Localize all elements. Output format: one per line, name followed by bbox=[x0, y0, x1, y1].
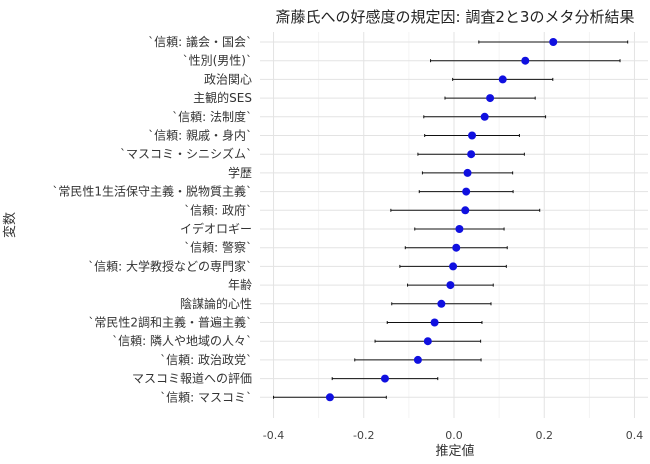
y-tick-label: `性別(男性)` bbox=[183, 54, 252, 68]
estimate-point bbox=[452, 243, 461, 252]
estimate-point bbox=[480, 112, 489, 121]
estimate-point bbox=[468, 131, 477, 140]
estimate-point bbox=[486, 94, 495, 103]
estimate-points bbox=[325, 38, 558, 402]
y-tick-label: `常民性2調和主義・普遍主義` bbox=[88, 315, 252, 330]
y-tick-label: `常民性1生活保守主義・脱物質主義` bbox=[52, 184, 252, 199]
x-tick-label: 0.4 bbox=[626, 429, 644, 442]
y-tick-label: マスコミ報道への評価 bbox=[132, 371, 252, 386]
estimate-point bbox=[462, 187, 471, 196]
estimate-point bbox=[325, 393, 334, 402]
estimate-point bbox=[498, 75, 507, 84]
x-axis-title: 推定値 bbox=[435, 443, 474, 459]
estimate-point bbox=[455, 225, 464, 233]
estimate-point bbox=[449, 262, 458, 271]
y-tick-label: `信頼: 法制度` bbox=[172, 109, 252, 124]
x-tick-label: -0.4 bbox=[263, 429, 284, 442]
x-tick-label: 0.2 bbox=[535, 429, 553, 442]
y-tick-label: `信頼: 警察` bbox=[184, 240, 252, 255]
estimate-point bbox=[380, 374, 389, 383]
y-tick-label: `信頼: 議会・国会` bbox=[148, 35, 252, 49]
confidence-intervals bbox=[273, 40, 629, 399]
y-tick-label: 陰謀論的心性 bbox=[180, 296, 252, 311]
x-tick-label: -0.2 bbox=[353, 429, 374, 442]
estimate-point bbox=[437, 299, 446, 308]
estimate-point bbox=[461, 206, 470, 215]
estimate-point bbox=[430, 318, 439, 327]
y-tick-label: 主観的SES bbox=[193, 90, 252, 105]
estimate-point bbox=[463, 168, 472, 177]
estimate-point bbox=[549, 38, 558, 46]
y-tick-label: `信頼: マスコミ` bbox=[160, 390, 252, 404]
y-tick-label: `信頼: 大学教授などの専門家` bbox=[88, 258, 252, 273]
y-tick-label: `信頼: 親戚・身内` bbox=[148, 128, 252, 143]
estimate-point bbox=[423, 337, 432, 346]
y-tick-label: イデオロギー bbox=[180, 221, 252, 236]
y-tick-label: `信頼: 政治政党` bbox=[160, 352, 252, 367]
estimate-point bbox=[446, 281, 455, 290]
estimate-point bbox=[521, 56, 530, 65]
x-tick-labels: -0.4 -0.2 0.0 0.2 0.4 bbox=[263, 429, 643, 442]
y-tick-label: 学歴 bbox=[228, 165, 252, 180]
estimate-point bbox=[413, 355, 422, 364]
y-tick-label: `信頼: 政府` bbox=[184, 202, 252, 217]
estimate-point bbox=[467, 150, 476, 159]
x-tick-label: 0.0 bbox=[445, 429, 463, 442]
y-axis-title: 変数 bbox=[2, 212, 18, 238]
chart-title: 斎藤氏への好感度の規定因: 調査2と3のメタ分析結果 bbox=[276, 8, 635, 26]
y-tick-label: `マスコミ・シニシズム` bbox=[120, 146, 252, 161]
y-tick-label: `信頼: 隣人や地域の人々` bbox=[112, 333, 252, 348]
y-tick-label: 政治関心 bbox=[204, 72, 252, 86]
y-tick-label: 年齢 bbox=[228, 277, 252, 292]
